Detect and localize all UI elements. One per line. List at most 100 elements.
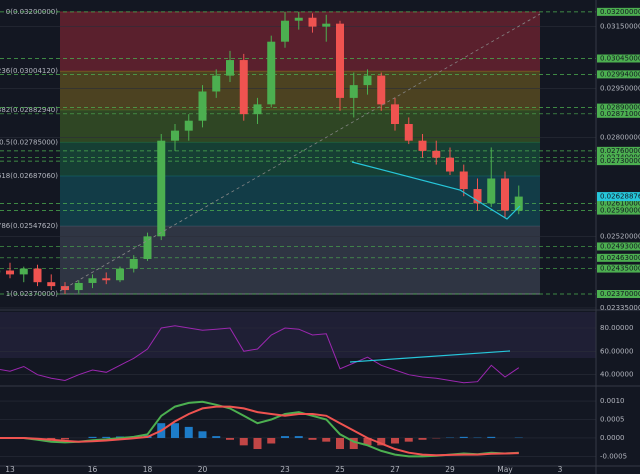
last-price-box (597, 192, 640, 202)
level-box (597, 109, 640, 118)
rsi-divergence-line (349, 350, 511, 363)
candle-body (308, 17, 317, 27)
candle-body (143, 236, 152, 259)
candle-body (61, 286, 69, 291)
histogram-bar (377, 437, 386, 446)
histogram-bar (171, 423, 179, 438)
level-label: 0.02994000 (600, 70, 640, 78)
level-box (597, 146, 640, 155)
histogram-bar (487, 436, 496, 438)
histogram-bar (239, 437, 248, 446)
fib-label: 1(0.02370000) (6, 290, 58, 298)
trend-line (59, 13, 541, 292)
fib-label: 0.786(0.02547620) (0, 222, 58, 230)
level-label: 0.03200000 (600, 8, 640, 16)
level-label: 0.02610000 (600, 199, 640, 207)
histogram-bar (61, 437, 69, 440)
level-box (597, 54, 640, 63)
candle-body (349, 85, 358, 98)
histogram-bar (322, 437, 331, 442)
candle-body (74, 282, 83, 291)
level-label: 0.02463000 (600, 254, 640, 262)
x-tick-label: 23 (280, 465, 290, 474)
level-label: 0.02590000 (600, 207, 640, 215)
histogram-bar (267, 437, 276, 444)
candle-body (19, 268, 28, 275)
level-label: 0.02760000 (600, 147, 640, 155)
candle-body (239, 60, 248, 115)
fib-band (60, 109, 540, 143)
candle-body (116, 268, 124, 281)
y-tick-label: 0.0010 (600, 397, 625, 405)
x-tick-label: 27 (390, 465, 400, 474)
fib-label: 0.5(0.02785000) (0, 138, 58, 146)
candle-body (459, 171, 468, 190)
candle-body (473, 189, 482, 204)
fib-band (60, 142, 540, 177)
histogram-bar (391, 437, 399, 444)
level-box (597, 199, 640, 208)
rsi-band (0, 312, 596, 358)
histogram-bar (308, 437, 317, 440)
level-box (597, 264, 640, 273)
candle-body (184, 120, 193, 131)
histogram-bar (226, 437, 234, 440)
histogram-bar (212, 436, 221, 438)
x-tick-label: 16 (88, 465, 98, 474)
x-tick-label: 18 (143, 465, 153, 474)
divergence-line (351, 161, 521, 220)
y-tick-label: 0.0000 (600, 434, 625, 442)
candle-body (212, 75, 221, 92)
fib-band (60, 226, 540, 295)
x-tick-label: 20 (198, 465, 208, 474)
y-tick-label: -0.0005 (600, 452, 627, 460)
level-box (597, 7, 640, 16)
level-box (597, 103, 640, 112)
y-tick-label: 0.02520000 (600, 232, 640, 240)
candle-body (102, 278, 111, 281)
fib-label: 0.618(0.02687060) (0, 172, 58, 180)
candle-body (432, 150, 441, 158)
candle-body (501, 178, 509, 211)
histogram-bar (198, 431, 207, 438)
x-tick-label: 25 (335, 465, 345, 474)
candle-body (6, 270, 14, 275)
x-tick-label: 13 (5, 465, 15, 474)
axes: 0.03150000 0.02950000 0.02800000 0.02520000… (5, 7, 640, 474)
candle-body (226, 60, 234, 76)
histogram-bar (253, 437, 262, 450)
candle-body (47, 282, 56, 287)
level-label: 0.03045000 (600, 55, 640, 63)
candle-body (418, 140, 427, 151)
macd-pane (0, 400, 596, 458)
candle-body (33, 268, 42, 283)
macd-line (0, 405, 519, 457)
fib-band (60, 71, 540, 110)
candle-body (253, 104, 262, 115)
level-box (597, 290, 640, 299)
histogram-bar (184, 426, 193, 438)
y-tick-label: 60.00000 (600, 347, 633, 355)
histogram-bar (88, 436, 97, 438)
candle-body (446, 157, 454, 172)
y-tick-label: 0.0005 (600, 416, 625, 424)
level-label: 0.02370000 (600, 290, 640, 298)
fib-label: 0.382(0.02882940) (0, 106, 58, 114)
candle-body (198, 91, 207, 121)
y-tick-label: 0.02335000 (600, 304, 640, 312)
histogram-bar (281, 436, 289, 438)
histogram-bar (349, 437, 358, 450)
candle-body (171, 130, 179, 141)
y-tick-label: 0.02950000 (600, 84, 640, 92)
price-pane: 0(0.03200000) 0.236(0.03004120) 0.382(0.02… (0, 8, 596, 309)
histogram-bar (418, 437, 427, 440)
histogram-bar (294, 436, 303, 438)
histogram-bar (459, 436, 468, 438)
level-label: 0.02871000 (600, 110, 640, 118)
fib-label: 0.236(0.03004120) (0, 67, 58, 75)
candle-body (377, 75, 386, 105)
level-label: 0.02730000 (600, 157, 640, 165)
x-tick-label: 3 (558, 465, 563, 474)
